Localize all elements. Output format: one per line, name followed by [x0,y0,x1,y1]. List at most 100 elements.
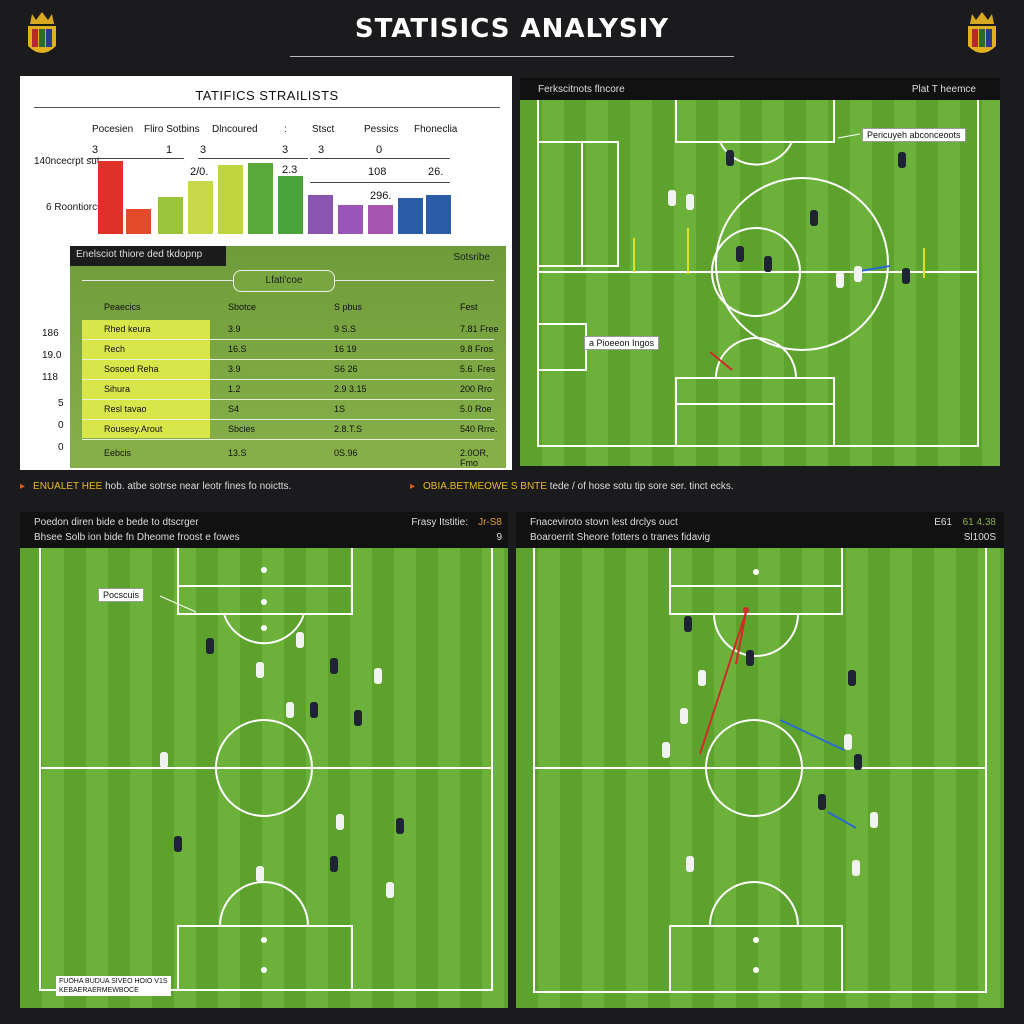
data-label: 296. [370,190,392,202]
column-header: Pessics [364,124,399,135]
player-figure [396,818,404,834]
row-divider [82,379,494,380]
table-cell: 9.8 Fros [460,344,494,354]
callout-label: Pocscuis [98,588,145,602]
player-figure [764,256,772,272]
table-cell: 7.81 Free [460,324,499,334]
row-divider [82,439,494,440]
player-figure [174,836,182,852]
chart-bar [126,208,151,234]
table-cell: S4 [228,404,240,414]
side-number: 19.0 [42,350,62,361]
player-figure [206,638,214,654]
table-cell: 3.9 [228,324,241,334]
chart-bar [188,180,213,234]
pitch-stat: 61 4.38 [962,517,996,528]
player-figure [310,702,318,718]
column-header: Fliro Sotbins [144,124,200,135]
player-figure [818,794,826,810]
player-figure [898,152,906,168]
pitch-bottom-right: Fnaceviroto stovn lest drclys ouct Boaro… [516,512,1004,1008]
table-cell: 540 Rrre. [460,424,498,434]
table-right-label: Sotsribe [453,252,490,263]
pitch-stat: Sl100S [963,532,996,543]
column-header: : [284,124,287,135]
top-value: 3 [282,144,289,156]
player-figure [854,266,862,282]
side-number: 5 [58,398,64,409]
right-crest-icon [964,10,1000,60]
pitch-subtitle: Plat T heemce [911,84,976,95]
player-figure [336,814,344,830]
table-cell: 16.S [228,344,247,354]
row-divider [82,419,494,420]
player-figure [354,710,362,726]
chart-bar [98,160,123,234]
table-cell: 9 S.S [334,324,357,334]
row-label: 6 Roontiorcut [46,202,106,213]
callout-label: a Pioeeon Ingos [584,336,660,350]
page-title: STATISICS ANALYSIY [354,14,670,44]
chart-title: TATIFICS STRAILISTS [34,88,500,108]
table-cell: Sihura [104,384,131,394]
play-arrow-icon: ▸ [410,481,416,492]
row-divider [82,399,494,400]
table-cell-footer: 13.S [228,448,247,458]
table-cell: 200 Rro [460,384,493,394]
player-figure [662,742,670,758]
data-label: 2.3 [282,164,298,176]
side-number: 0 [58,420,64,431]
pitch-subtitle: Bhsee Solb ion bide fn Dheome froost e f… [34,532,240,543]
table-cell-footer: 0S.96 [334,448,358,458]
player-figure [852,860,860,876]
top-value: 3 [92,144,99,156]
row-divider [82,339,494,340]
pitch-markings [533,545,987,993]
caption-highlight: OBIA.BETMEOWE S BNTE [423,481,547,492]
player-figure [746,650,754,666]
chart-line [198,158,308,159]
player-figure [160,752,168,768]
player-figure [726,150,734,166]
chart-bar [398,198,423,234]
chart-bar [158,197,183,234]
footnote-line: FUOHA BUDUA SIVEO HOIO V1S [59,978,168,985]
chart-bar [308,195,333,234]
player-figure [844,734,852,750]
pitch-stat: E61 [934,517,952,528]
table-cell: Rousesy.Arout [104,424,163,434]
pitch-bottom-left: Poedon diren bide e bede to dtscrger Bhs… [20,512,508,1008]
pitch-stat: 9 [496,532,502,543]
table-cell: 16 19 [334,344,357,354]
data-label: 2/0. [190,166,209,178]
pitch-markings [39,545,493,991]
player-figure [668,190,676,206]
side-number: 0 [58,442,64,453]
column-header: Pocesien [92,124,134,135]
table-cell: S6 26 [334,364,358,374]
chart-bar [278,175,303,234]
table-cell-footer: 2.0OR, Fmo [460,448,489,468]
top-value: 0 [376,144,383,156]
table-cell: Rech [104,344,126,354]
column-header: Fhoneclia [414,124,458,135]
table-cell-header: Peaecics [104,302,141,312]
table-cell: 2.8.T.S [334,424,363,434]
player-figure [296,632,304,648]
play-arrow-icon: ▸ [20,481,26,492]
pitch-subtitle: Boaroerrit Sheore fotters o tranes fidav… [530,532,711,543]
left-crest-icon [24,10,60,60]
player-figure [330,856,338,872]
side-number: 186 [42,328,59,339]
table-cell: Resl tavao [104,404,147,414]
pitch-title: Ferkscitnots flncore [538,84,625,95]
chart-bar [218,164,243,234]
side-number: 118 [42,372,58,383]
footnote-line: KEBAERAERMEWBOCE [59,987,139,994]
top-value: 3 [200,144,207,156]
pitch-title: Poedon diren bide e bede to dtscrger [34,517,199,528]
caption-right: ▸ OBIA.BETMEOWE S BNTE tede / of hose sot… [410,481,734,492]
top-value: 1 [166,144,173,156]
chart-line [310,158,450,159]
caption-text: hob. atbe sotrse near leotr fines fo noi… [105,481,292,492]
